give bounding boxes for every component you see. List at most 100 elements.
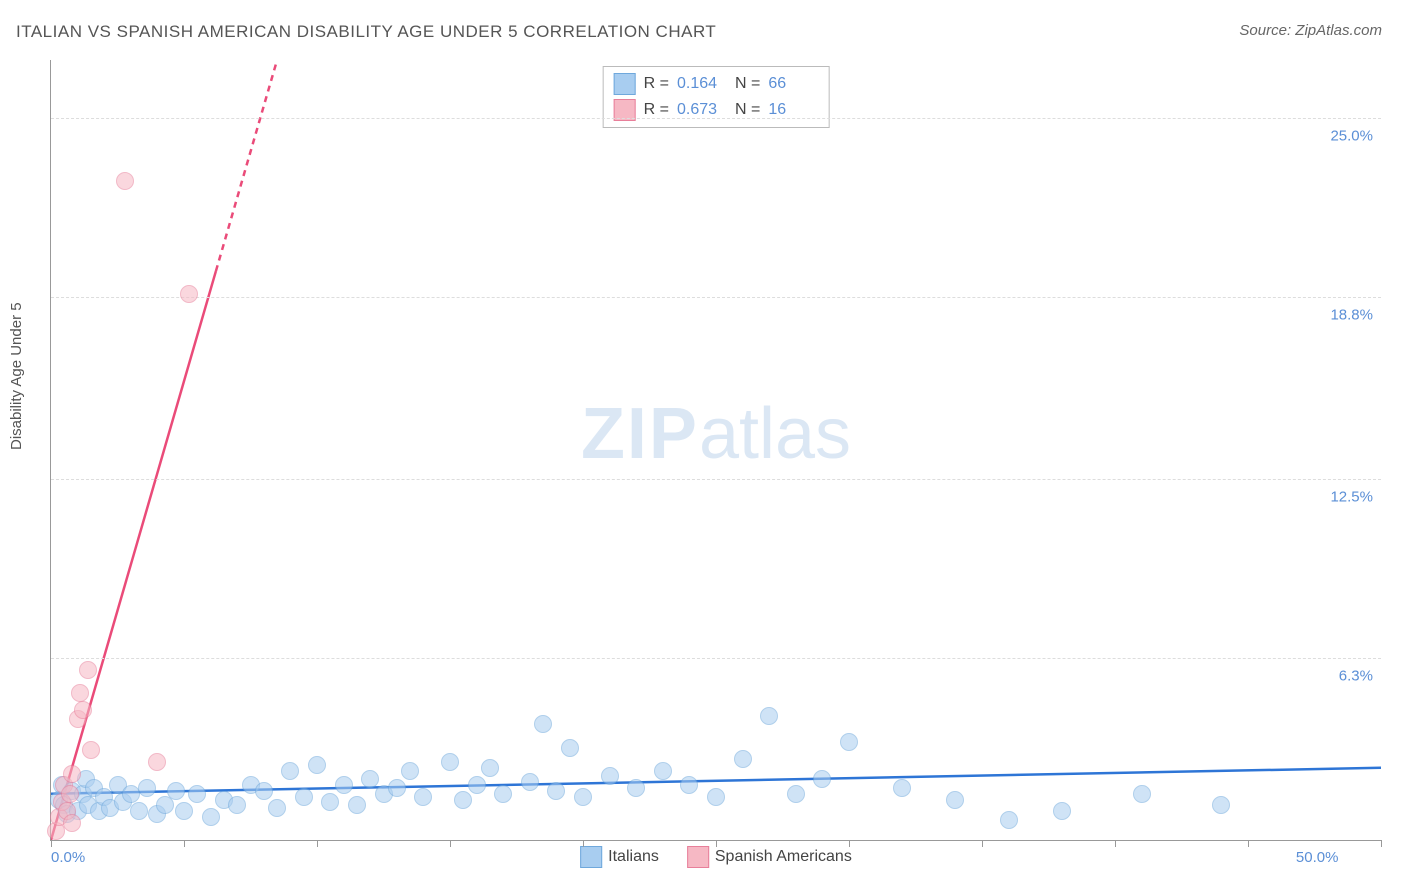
legend-r-value: 0.673 [677,101,727,119]
x-tick [1381,840,1382,847]
data-point [1133,785,1151,803]
gridline [51,658,1381,659]
legend-n-label: N = [735,75,760,93]
legend-bottom: Italians Spanish Americans [580,846,852,868]
data-point [180,285,198,303]
legend-r-value: 0.164 [677,75,727,93]
data-point [295,788,313,806]
data-point [255,782,273,800]
chart-title: ITALIAN VS SPANISH AMERICAN DISABILITY A… [16,22,716,42]
data-point [228,796,246,814]
legend-swatch [614,73,636,95]
x-tick [982,840,983,847]
data-point [401,762,419,780]
data-point [175,802,193,820]
data-point [893,779,911,797]
data-point [707,788,725,806]
data-point [680,776,698,794]
data-point [82,741,100,759]
data-point [441,753,459,771]
data-point [654,762,672,780]
x-tick [51,840,52,847]
data-point [414,788,432,806]
data-point [787,785,805,803]
data-point [71,684,89,702]
data-point [534,715,552,733]
y-tick-label: 12.5% [1330,488,1373,505]
source-value: ZipAtlas.com [1295,22,1382,39]
data-point [481,759,499,777]
data-point [321,793,339,811]
data-point [202,808,220,826]
trend-lines [51,60,1381,840]
legend-item: Italians [580,846,659,868]
y-tick-label: 25.0% [1330,127,1373,144]
data-point [281,762,299,780]
watermark-atlas: atlas [699,394,851,474]
data-point [547,782,565,800]
x-tick [849,840,850,847]
legend-stat-row: R = 0.164 N = 66 [614,71,819,97]
legend-label: Italians [608,848,659,865]
x-tick [450,840,451,847]
data-point [138,779,156,797]
legend-stat-row: R = 0.673 N = 16 [614,97,819,123]
x-tick [317,840,318,847]
x-tick [716,840,717,847]
y-tick-label: 18.8% [1330,306,1373,323]
data-point [361,770,379,788]
data-point [61,785,79,803]
data-point [74,701,92,719]
legend-n-label: N = [735,101,760,119]
x-tick [184,840,185,847]
data-point [574,788,592,806]
legend-swatch [580,846,602,868]
data-point [760,707,778,725]
data-point [601,767,619,785]
data-point [840,733,858,751]
data-point [468,776,486,794]
x-tick-label: 0.0% [51,849,85,866]
data-point [1212,796,1230,814]
data-point [627,779,645,797]
data-point [348,796,366,814]
gridline [51,118,1381,119]
source-label: Source: [1239,22,1291,39]
x-tick [1248,840,1249,847]
data-point [494,785,512,803]
watermark: ZIPatlas [581,393,851,475]
data-point [188,785,206,803]
legend-swatch [687,846,709,868]
data-point [148,753,166,771]
data-point [454,791,472,809]
data-point [130,802,148,820]
data-point [521,773,539,791]
data-point [388,779,406,797]
data-point [561,739,579,757]
data-point [167,782,185,800]
gridline [51,297,1381,298]
legend-item: Spanish Americans [687,846,852,868]
x-tick-label: 50.0% [1296,849,1339,866]
legend-label: Spanish Americans [715,848,852,865]
data-point [946,791,964,809]
data-point [1053,802,1071,820]
data-point [335,776,353,794]
y-tick-label: 6.3% [1339,668,1373,685]
source-attribution: Source: ZipAtlas.com [1239,22,1382,39]
legend-r-label: R = [644,101,669,119]
y-axis-label: Disability Age Under 5 [8,302,25,450]
data-point [116,172,134,190]
legend-n-value: 16 [768,101,818,119]
x-tick [1115,840,1116,847]
gridline [51,479,1381,480]
legend-n-value: 66 [768,75,818,93]
watermark-zip: ZIP [581,394,699,474]
data-point [79,661,97,679]
legend-r-label: R = [644,75,669,93]
data-point [1000,811,1018,829]
data-point [63,814,81,832]
data-point [308,756,326,774]
scatter-plot: ZIPatlas R =0.164N =66R =0.673N =16 Ital… [50,60,1381,841]
data-point [734,750,752,768]
